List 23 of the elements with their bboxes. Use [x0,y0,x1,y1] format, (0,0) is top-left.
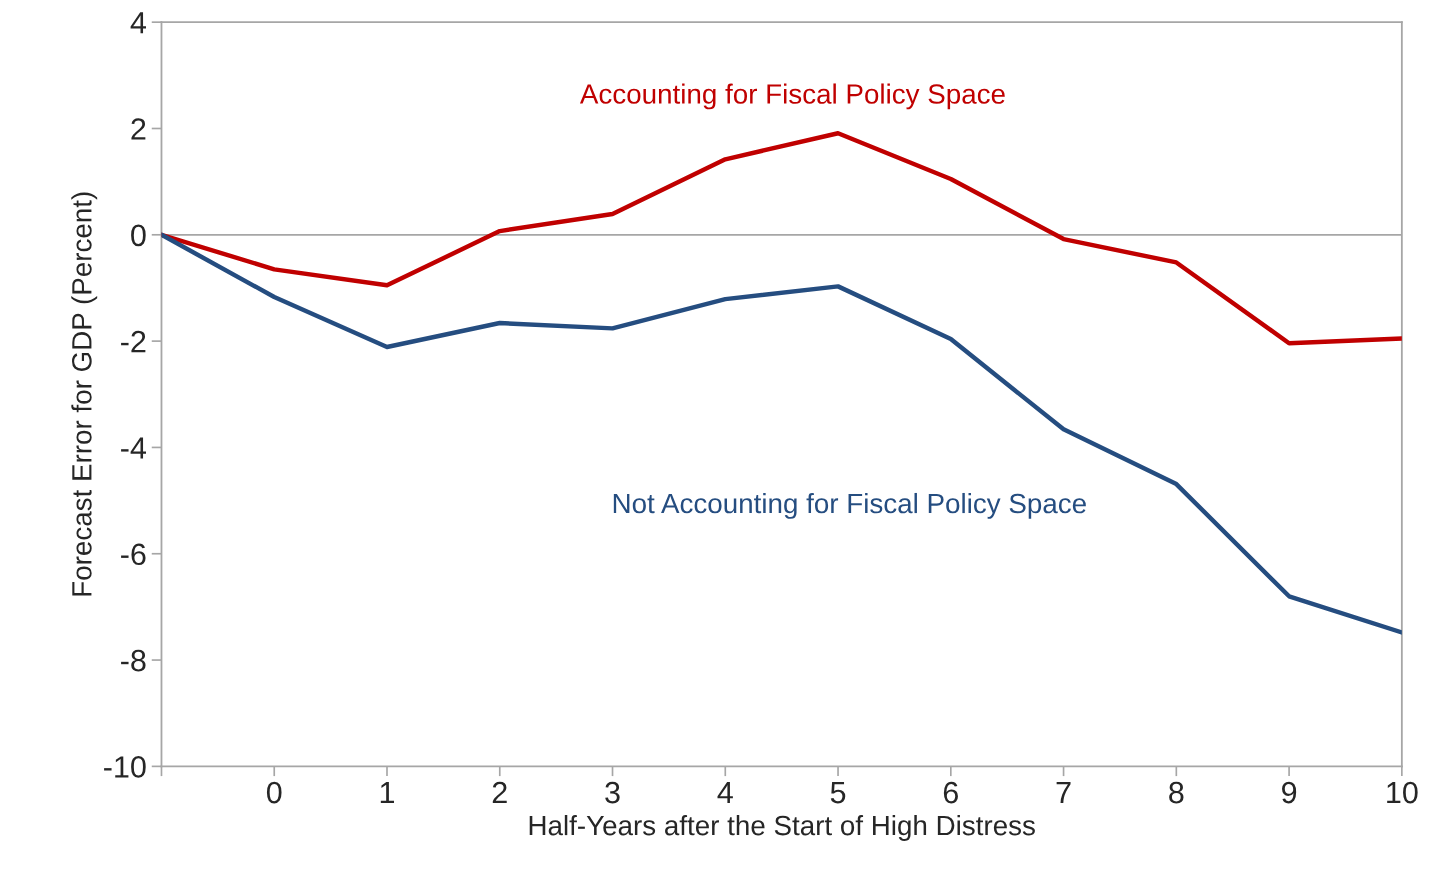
series-label: Accounting for Fiscal Policy Space [579,83,1005,110]
y-axis-title: Forecast Error for GDP (Percent) [71,192,98,596]
x-tick-label: 7 [1056,782,1071,804]
y-tick-label: 4 [130,12,146,34]
x-tick-label: 0 [266,781,282,804]
y-tick-label: -10 [104,756,146,778]
series-label: Not Accounting for Fiscal Policy Space [613,492,1086,519]
y-tick-label: -4 [121,437,146,459]
y-tick-label: -2 [121,330,146,353]
y-tick-label: -6 [121,543,146,566]
y-tick-label: 0 [131,224,146,247]
x-tick-label: 4 [717,782,733,804]
x-tick-label: 6 [943,781,958,804]
x-tick-label: 9 [1282,781,1297,804]
y-tick-label: 2 [131,118,146,140]
x-tick-label: 5 [830,782,846,804]
x-tick-label: 2 [492,781,507,804]
x-tick-label: 8 [1169,781,1184,804]
x-axis-title: Half-Years after the Start of High Distress [529,814,1035,841]
y-tick-label: -8 [121,649,146,672]
x-tick-label: 1 [380,782,395,804]
x-tick-label: 10 [1387,781,1418,804]
x-tick-label: 3 [605,781,620,804]
